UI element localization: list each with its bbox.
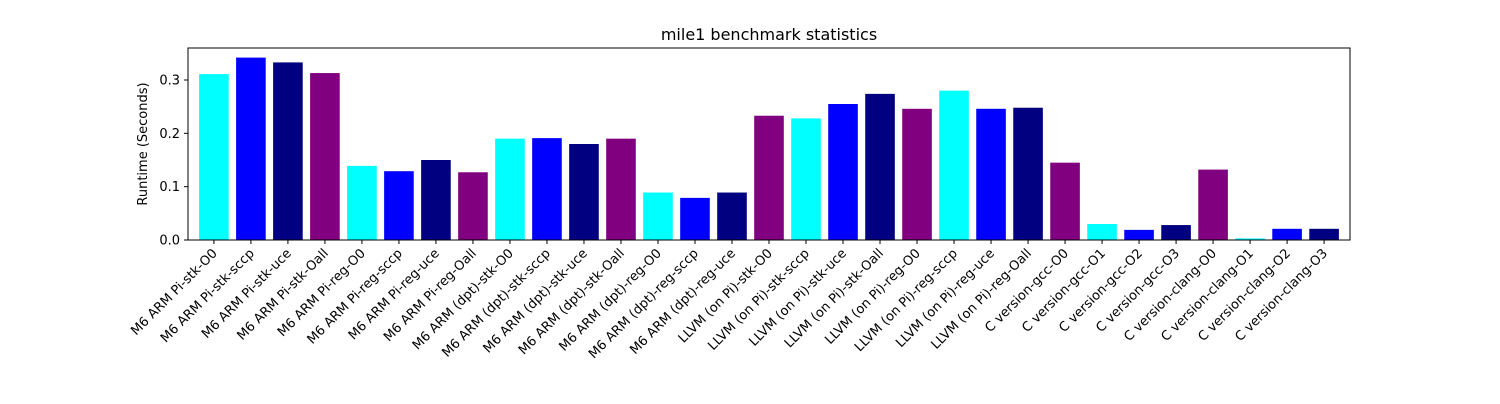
bar xyxy=(273,62,303,241)
bar xyxy=(606,138,636,240)
chart-title: mile1 benchmark statistics xyxy=(661,25,877,44)
bar xyxy=(347,165,377,240)
bar xyxy=(1272,228,1302,240)
bars-group xyxy=(199,57,1339,241)
bar xyxy=(1087,224,1117,240)
y-tick-label: 0.0 xyxy=(159,234,180,249)
bar xyxy=(1309,228,1339,240)
bar xyxy=(754,115,784,240)
bar xyxy=(421,160,451,240)
bar xyxy=(199,74,229,240)
bar xyxy=(458,172,488,240)
bar xyxy=(384,171,414,240)
bar xyxy=(236,57,266,240)
y-tick-label: 0.2 xyxy=(159,127,180,142)
bar xyxy=(791,118,821,240)
bar xyxy=(828,104,858,240)
bar xyxy=(643,192,673,240)
bar xyxy=(902,108,932,240)
plot-frame xyxy=(187,47,1351,241)
y-axis-label: Runtime (Seconds) xyxy=(136,82,151,205)
bar xyxy=(532,138,562,240)
bar xyxy=(939,90,969,241)
bar xyxy=(976,108,1006,240)
y-axis-ticks: 0.0 0.1 0.2 0.3 xyxy=(159,74,188,249)
y-tick-label: 0.1 xyxy=(159,180,180,195)
bar xyxy=(310,73,340,240)
bar xyxy=(1050,162,1080,240)
bar xyxy=(680,197,710,240)
bar xyxy=(1161,225,1191,240)
y-tick-label: 0.3 xyxy=(159,74,180,89)
bar xyxy=(1124,229,1154,240)
bar xyxy=(569,144,599,240)
bar xyxy=(495,138,525,240)
bar xyxy=(865,93,895,240)
bar xyxy=(1235,238,1265,240)
bar xyxy=(1013,107,1043,240)
bar xyxy=(1198,169,1228,240)
bar xyxy=(717,192,747,240)
